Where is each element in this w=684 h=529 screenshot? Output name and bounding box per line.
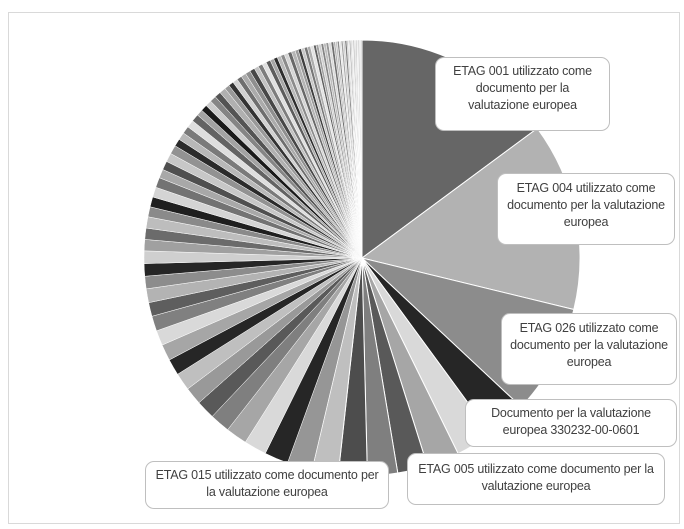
data-label-etag-001: ETAG 001 utilizzato come documento per l… xyxy=(435,57,610,131)
data-label-etag-026: ETAG 026 utilizzato come documento per l… xyxy=(501,313,677,385)
pie-chart xyxy=(143,39,581,477)
data-label-etag-015: ETAG 015 utilizzato come documento per l… xyxy=(145,461,389,509)
data-label-etag-004: ETAG 004 utilizzato come documento per l… xyxy=(497,173,675,245)
chart-frame: ETAG 001 utilizzato come documento per l… xyxy=(8,12,680,524)
pie-slice-99 xyxy=(360,39,363,259)
data-label-330232: Documento per la valutazione europea 330… xyxy=(465,399,677,447)
data-label-etag-005: ETAG 005 utilizzato come documento per l… xyxy=(407,453,665,505)
